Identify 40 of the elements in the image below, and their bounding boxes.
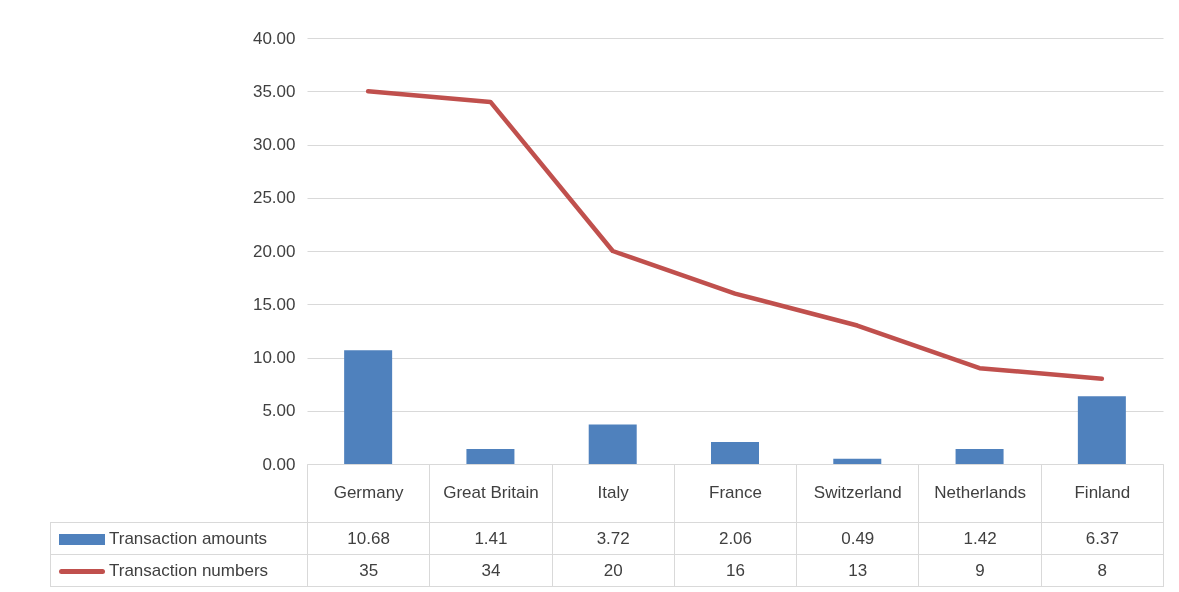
y-tick-label: 25.00 — [252, 188, 296, 208]
bar — [955, 448, 1004, 464]
y-tick-label: 30.00 — [252, 135, 296, 154]
data-label: 35 — [307, 554, 430, 587]
y-tick-label: 10.00 — [252, 348, 296, 367]
data-label: 6.37 — [1041, 522, 1164, 555]
y-tick-label: 35.00 — [252, 81, 296, 101]
x-tick-label: Switzerland — [813, 482, 902, 502]
data-label: 34 — [429, 554, 553, 587]
data-label: 16 — [674, 554, 797, 587]
y-tick-label: 0.00 — [262, 454, 296, 474]
x-tick-label: Great Britain — [443, 482, 539, 502]
legend-label: Transaction numbers — [50, 554, 308, 587]
data-label: 1.42 — [918, 522, 1042, 555]
bar — [833, 458, 882, 464]
y-tick-label: 40.00 — [252, 28, 296, 48]
data-label: 10.68 — [307, 522, 430, 555]
bar — [466, 448, 515, 464]
data-label: 2.06 — [674, 522, 797, 555]
data-label: 3.72 — [552, 522, 675, 555]
data-label: 0.49 — [796, 522, 919, 555]
legend-label: Transaction amounts — [50, 522, 308, 555]
data-label: 9 — [918, 554, 1042, 587]
bar — [588, 424, 637, 464]
bar — [711, 442, 759, 464]
data-label: 1.41 — [429, 522, 553, 555]
x-tick-label: France — [709, 482, 762, 502]
x-tick-label: Finland — [1074, 482, 1131, 502]
x-tick-label: Germany — [333, 482, 405, 502]
x-tick-label: Netherlands — [934, 482, 1026, 502]
data-label: 20 — [552, 554, 675, 587]
y-tick-label: 5.00 — [262, 401, 296, 421]
bar — [344, 350, 393, 464]
y-tick-label: 20.00 — [252, 241, 296, 261]
bar — [1077, 396, 1126, 464]
y-tick-label: 15.00 — [252, 294, 296, 314]
line-series — [365, 89, 1105, 382]
data-label: 8 — [1041, 554, 1164, 587]
x-tick-label: Italy — [597, 482, 630, 502]
data-label: 13 — [796, 554, 919, 587]
